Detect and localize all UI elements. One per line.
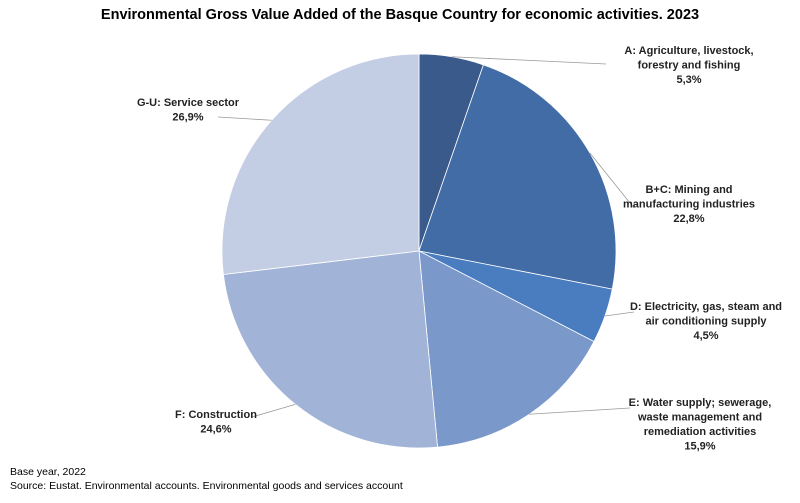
pie-slice: [221, 53, 420, 275]
pie-slice: [222, 250, 438, 449]
slice-label-line: remediation activities: [644, 426, 757, 438]
pie-slice: [418, 250, 595, 448]
slice-label-line: manufacturing industries: [623, 199, 755, 211]
chart-title: Environmental Gross Value Added of the B…: [100, 7, 700, 23]
slice-labels: A: Agriculture, livestock, forestry and f…: [137, 45, 782, 453]
slice-label-line: A: Agriculture, livestock,: [624, 45, 753, 57]
slice-label-line: 26,9%: [172, 112, 203, 124]
slice-label-line: D: Electricity, gas, steam and: [630, 301, 782, 313]
leader-line: [451, 56, 607, 65]
leader-line: [251, 403, 296, 418]
slice-label-line: 24,6%: [200, 424, 231, 436]
slice-label-line: forestry and fishing: [638, 60, 741, 72]
slice-label-line: air conditioning supply: [646, 316, 768, 328]
pie-slice: [418, 64, 617, 290]
slice-label: B+C: Mining and manufacturing industries 2…: [623, 184, 755, 225]
slice-label: F: Construction 24,6%: [175, 409, 257, 436]
leader-line: [217, 116, 272, 121]
slice-label-line: 4,5%: [693, 330, 718, 342]
pie-slices: [221, 53, 617, 449]
slice-label: A: Agriculture, livestock, forestry and f…: [624, 45, 753, 86]
source-note: Source: Eustat. Environmental accounts. …: [10, 480, 403, 492]
slice-label: D: Electricity, gas, steam and air condit…: [630, 301, 782, 342]
leader-lines: [217, 56, 635, 418]
slice-label: E: Water supply; sewerage, waste manageme…: [629, 397, 772, 453]
leader-line: [529, 407, 631, 415]
leader-line: [589, 152, 635, 209]
slice-label-line: E: Water supply; sewerage,: [629, 397, 772, 409]
slice-label-line: B+C: Mining and: [645, 184, 732, 196]
base-year-note: Base year, 2022: [10, 466, 86, 478]
slice-label-line: G-U: Service sector: [137, 97, 240, 109]
slice-label-line: 15,9%: [684, 441, 715, 453]
slice-label: G-U: Service sector 26,9%: [137, 97, 240, 124]
slice-label-line: 5,3%: [676, 74, 701, 86]
slice-label-line: F: Construction: [175, 409, 257, 421]
slice-label-line: waste management and: [637, 412, 762, 424]
slice-label-line: 22,8%: [673, 213, 704, 225]
leader-line: [604, 311, 635, 317]
